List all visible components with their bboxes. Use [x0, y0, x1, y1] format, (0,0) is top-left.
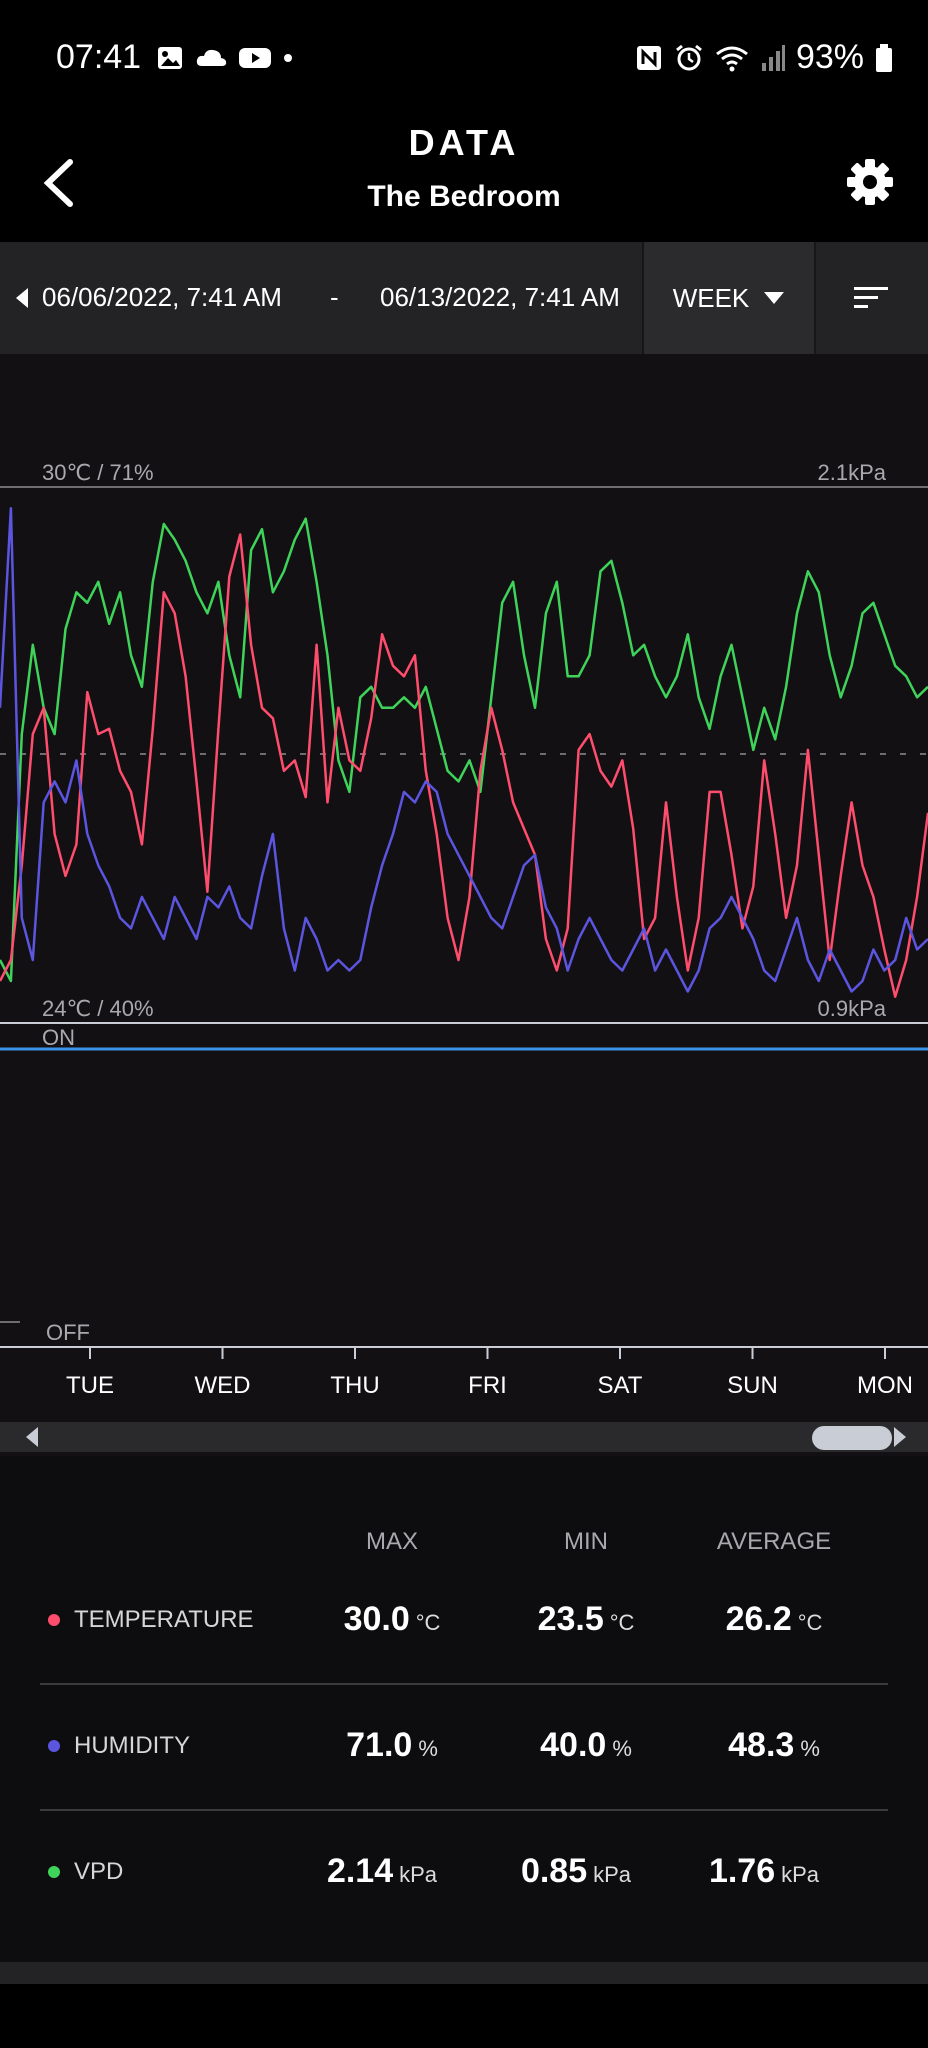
scroll-left-icon[interactable] [24, 1426, 40, 1448]
page-title: DATA [408, 122, 520, 163]
day-label-thu: THU [330, 1372, 380, 1399]
range-separator: - [330, 282, 339, 312]
day-label-sun: SUN [727, 1372, 778, 1399]
humidity-min: 40.0% [540, 1726, 632, 1764]
temperature-min: 23.5 °C [537, 1600, 635, 1638]
range-end[interactable]: 06/13/2022, 7:41 AM [380, 282, 620, 312]
page-subtitle: The Bedroom [367, 180, 561, 213]
stat-row-temperature: TEMPERATURE [48, 1606, 254, 1634]
bottom-strip [0, 1962, 928, 1984]
temperature-dot [48, 1614, 60, 1626]
day-label-tue: TUE [66, 1372, 114, 1399]
row-divider [40, 1809, 888, 1811]
range-start[interactable]: 06/06/2022, 7:41 AM [42, 282, 282, 312]
off-label: OFF [46, 1320, 90, 1345]
app-header [0, 110, 928, 242]
chevron-down-icon [764, 292, 785, 304]
dot-icon [284, 54, 292, 62]
on-label: ON [42, 1025, 75, 1050]
stat-row-humidity: HUMIDITY [48, 1732, 190, 1760]
wifi-icon [716, 46, 748, 71]
status-left-icons [156, 44, 294, 72]
chart-area [0, 354, 928, 1456]
gallery-icon [158, 47, 182, 69]
y-left-top-label: 30℃ / 71% [42, 460, 154, 485]
alarm-icon [676, 44, 702, 70]
temperature-series-line [0, 533, 928, 998]
gear-icon[interactable] [846, 158, 894, 206]
humidity-series-line [0, 506, 928, 993]
humidity-dot [48, 1740, 60, 1752]
humidity-avg: 48.3% [728, 1726, 820, 1764]
line-chart [0, 486, 928, 1359]
stat-row-label: HUMIDITY [74, 1732, 190, 1759]
day-label-wed: WED [194, 1372, 251, 1399]
stats-panel [0, 1456, 928, 1962]
chart-scrollbar[interactable] [0, 1422, 928, 1452]
scroll-thumb[interactable] [812, 1426, 892, 1450]
battery-icon [876, 43, 892, 72]
humidity-max: 71.0% [346, 1726, 438, 1764]
nfc-icon [636, 45, 661, 70]
stat-row-label: VPD [74, 1858, 124, 1885]
stat-row-vpd: VPD [48, 1858, 123, 1886]
y-left-bottom-label: 24℃ / 40% [42, 996, 154, 1021]
vpd-min: 0.85 kPa [520, 1852, 632, 1890]
sort-icon [854, 287, 888, 308]
vpd-dot [48, 1866, 60, 1878]
day-label-sat: SAT [597, 1372, 643, 1399]
battery-percent: 93% [795, 38, 864, 76]
vpd-avg: 1.76 kPa [708, 1852, 820, 1890]
day-label-fri: FRI [468, 1372, 507, 1399]
col-header-average: AVERAGE [716, 1528, 832, 1555]
day-label-mon: MON [857, 1372, 913, 1399]
col-header-max: MAX [365, 1528, 418, 1555]
status-right: 93% [634, 38, 894, 77]
period-label: WEEK [672, 282, 750, 313]
sort-button[interactable] [814, 242, 928, 354]
back-arrow-icon[interactable] [38, 158, 78, 208]
vpd-max: 2.14 kPa [326, 1852, 438, 1890]
period-dropdown[interactable]: WEEK [642, 242, 816, 354]
y-right-top-label: 2.1kPa [817, 460, 887, 485]
temperature-avg: 26.2 °C [725, 1600, 823, 1638]
vpd-series-line [0, 517, 928, 983]
col-header-min: MIN [564, 1528, 608, 1555]
row-divider [40, 1683, 888, 1685]
scroll-right-icon[interactable] [892, 1426, 908, 1448]
y-right-bottom-label: 0.9kPa [817, 996, 887, 1021]
youtube-icon [239, 48, 271, 68]
status-time: 07:41 [56, 38, 142, 76]
range-prev-icon[interactable] [14, 287, 30, 309]
status-bar [0, 0, 928, 110]
stat-row-label: TEMPERATURE [74, 1606, 254, 1633]
signal-icon [761, 44, 785, 71]
cloud-icon [196, 49, 227, 66]
temperature-max: 30.0 °C [343, 1600, 441, 1638]
